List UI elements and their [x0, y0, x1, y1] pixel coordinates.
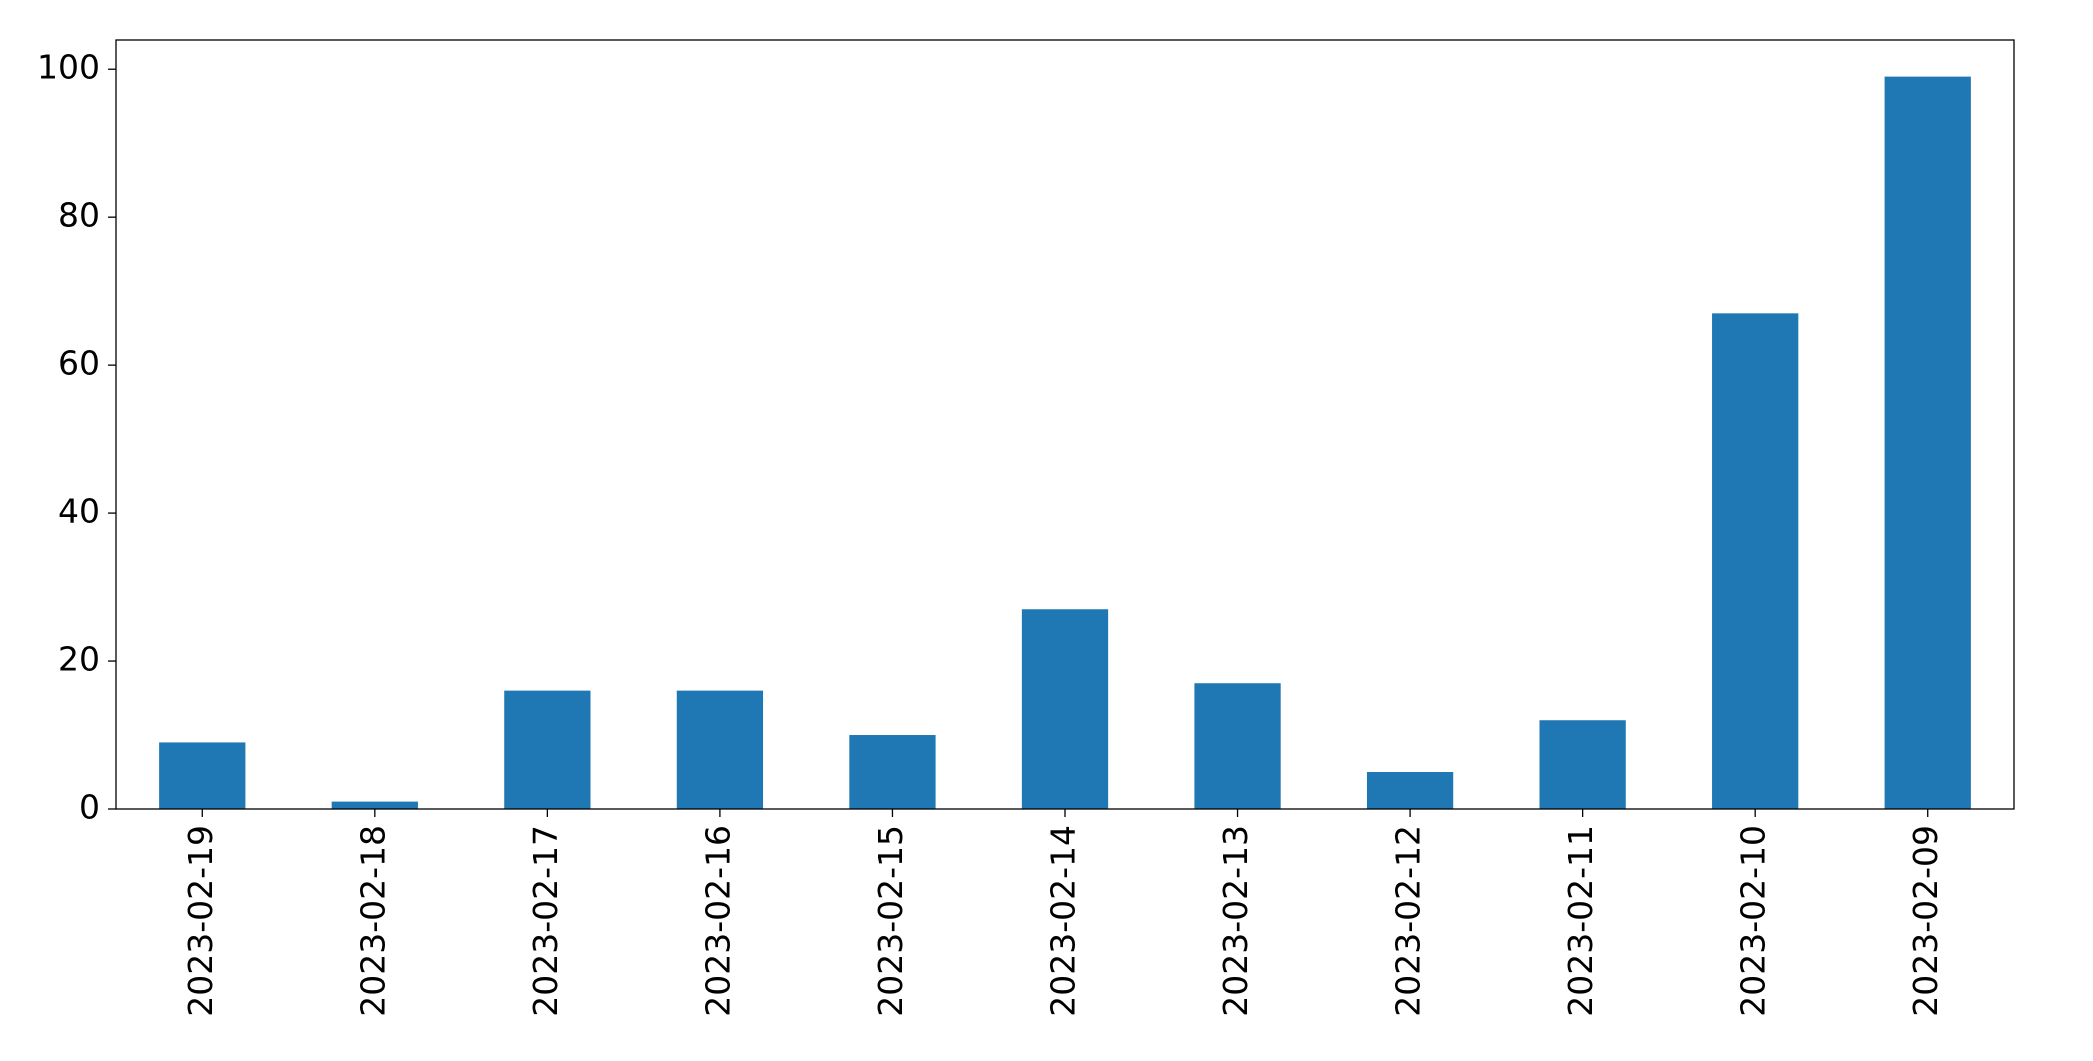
x-tick-label: 2023-02-19 [181, 825, 220, 1017]
y-tick-label: 0 [79, 788, 100, 827]
y-tick-label: 100 [37, 48, 100, 87]
y-tick-label: 40 [58, 492, 100, 531]
x-tick-label: 2023-02-14 [1044, 825, 1083, 1017]
x-tick-label: 2023-02-12 [1389, 825, 1428, 1017]
x-tick-label: 2023-02-16 [698, 825, 737, 1017]
bar [331, 801, 418, 809]
bar [1366, 772, 1454, 809]
bar [676, 690, 764, 809]
x-tick-label: 2023-02-09 [1906, 825, 1945, 1017]
bar [1539, 720, 1626, 809]
y-tick-label: 60 [58, 344, 100, 383]
bar [1194, 683, 1281, 809]
bar [1712, 313, 1799, 809]
y-tick-label: 20 [58, 640, 100, 679]
x-tick-label: 2023-02-11 [1561, 825, 1600, 1017]
bar [849, 735, 936, 809]
x-tick-label: 2023-02-13 [1216, 825, 1255, 1017]
axes-frame [115, 39, 2015, 810]
x-tick-label: 2023-02-17 [526, 825, 565, 1017]
bar [1021, 609, 1109, 809]
x-tick-label: 2023-02-18 [353, 825, 392, 1017]
bar [159, 742, 246, 809]
x-tick-label: 2023-02-15 [871, 825, 910, 1017]
y-tick-label: 80 [58, 196, 100, 235]
bar [504, 690, 591, 809]
bar [1884, 76, 1971, 810]
x-tick-label: 2023-02-10 [1734, 825, 1773, 1017]
